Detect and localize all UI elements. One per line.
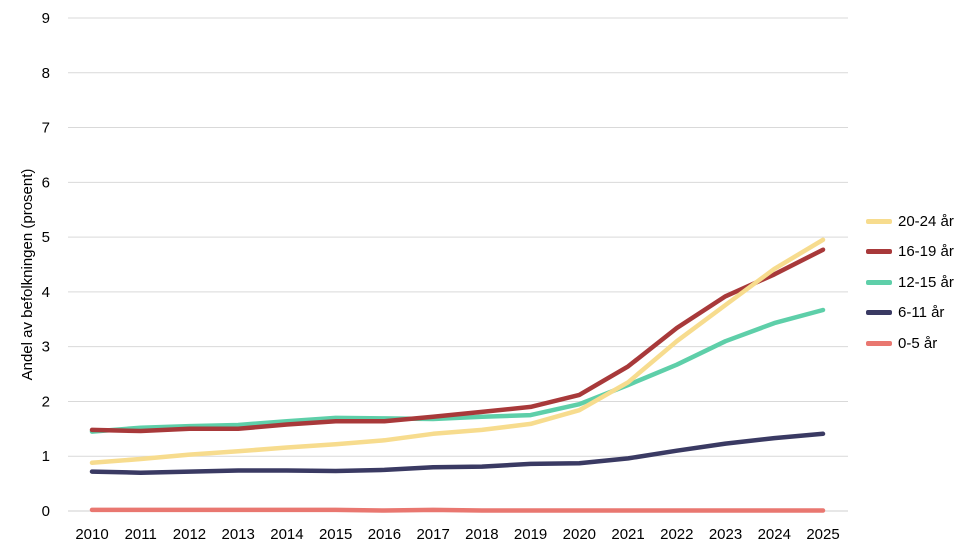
- y-tick-label: 6: [42, 174, 50, 191]
- y-tick-label: 3: [42, 339, 50, 356]
- legend-swatch: [866, 340, 892, 346]
- legend-swatch: [866, 249, 892, 255]
- legend-item: 20-24 år: [866, 206, 954, 237]
- x-tick-label: 2014: [270, 526, 303, 543]
- x-tick-label: 2021: [611, 526, 644, 543]
- legend-item: 0-5 år: [866, 328, 954, 359]
- gridlines: [68, 17, 848, 512]
- y-tick-label: 5: [42, 229, 50, 246]
- y-tick-label: 1: [42, 448, 50, 465]
- legend-label: 12-15 år: [898, 273, 954, 291]
- x-tick-label: 2022: [660, 526, 693, 543]
- y-tick-label: 4: [42, 284, 50, 301]
- y-tick-labels: 0 1 2 3 4 5 6 7 8 9: [42, 10, 50, 520]
- series-line-1: [89, 247, 826, 434]
- x-tick-labels: 2010 2011 2012 2013 2014 2015 2016 2017 2018 2019…: [75, 526, 839, 543]
- x-tick-label: 2011: [125, 526, 157, 543]
- y-tick-label: 9: [42, 10, 50, 27]
- x-tick-label: 2013: [222, 526, 255, 543]
- series-lines: [89, 237, 826, 513]
- legend-item: 6-11 år: [866, 298, 954, 329]
- x-tick-label: 2012: [173, 526, 206, 543]
- legend-item: 16-19 år: [866, 237, 954, 268]
- x-tick-label: 2023: [709, 526, 742, 543]
- x-tick-label: 2016: [368, 526, 401, 543]
- series-line-4: [89, 507, 826, 513]
- legend-label: 0-5 år: [898, 334, 938, 352]
- x-tick-label: 2025: [806, 526, 839, 543]
- legend-label: 20-24 år: [898, 212, 954, 230]
- series-line-3: [89, 431, 826, 475]
- x-tick-label: 2020: [563, 526, 596, 543]
- legend: 20-24 år 16-19 år 12-15 år 6-11 år 0-5 år: [866, 206, 954, 359]
- legend-swatch: [866, 279, 892, 285]
- legend-item: 12-15 år: [866, 267, 954, 298]
- x-tick-label: 2024: [758, 526, 791, 543]
- x-tick-label: 2019: [514, 526, 547, 543]
- legend-label: 6-11 år: [898, 304, 945, 322]
- y-tick-label: 8: [42, 65, 50, 82]
- legend-swatch: [866, 310, 892, 316]
- y-tick-label: 7: [42, 120, 50, 137]
- x-tick-label: 2015: [319, 526, 352, 543]
- legend-label: 16-19 år: [898, 243, 954, 261]
- y-axis-label: Andel av befolkningen (prosent): [19, 169, 36, 381]
- y-tick-label: 2: [42, 393, 50, 410]
- series-line-2: [89, 307, 826, 434]
- y-tick-label: 0: [42, 503, 50, 520]
- x-tick-label: 2017: [416, 526, 449, 543]
- x-tick-label: 2010: [75, 526, 108, 543]
- legend-swatch: [866, 218, 892, 224]
- series-line-0: [89, 237, 826, 466]
- x-tick-label: 2018: [465, 526, 498, 543]
